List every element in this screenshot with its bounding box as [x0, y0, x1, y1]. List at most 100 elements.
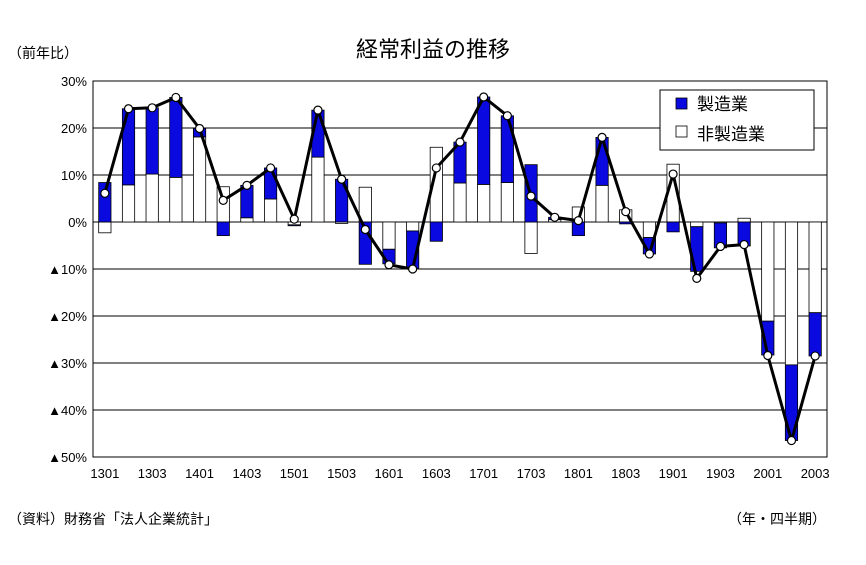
x-axis-label: （年・四半期） [728, 512, 826, 528]
bar-nonmanufacturing [121, 184, 136, 223]
legend-label-manufacturing: 製造業 [697, 95, 748, 115]
bar-nonmanufacturing [192, 136, 207, 223]
bar-manufacturing [666, 221, 680, 233]
y-tick-label: 10% [61, 168, 87, 183]
total-point [337, 174, 347, 184]
total-point [218, 195, 228, 205]
total-point [289, 214, 299, 224]
total-point [573, 215, 583, 226]
chart-title: 経常利益の推移 [356, 38, 510, 63]
total-point [550, 212, 560, 222]
total-point [242, 180, 252, 190]
total-point [408, 264, 418, 274]
x-tick-label: 1601 [375, 466, 404, 481]
bar-nonmanufacturing [98, 221, 112, 234]
total-point [621, 207, 631, 217]
x-tick-label: 1903 [706, 466, 735, 481]
total-point [810, 351, 820, 361]
bar-manufacturing [287, 224, 301, 227]
total-point [147, 103, 157, 113]
bar-nonmanufacturing [595, 184, 609, 223]
total-point [100, 188, 110, 198]
bar-nonmanufacturing [382, 221, 396, 250]
bar-manufacturing [477, 96, 491, 185]
x-tick-label: 2001 [753, 466, 782, 481]
y-tick-labels: 30% 20% 10% 0% ▲10% ▲20% ▲30% ▲40% ▲50% [48, 74, 87, 465]
total-point [526, 191, 536, 201]
total-point [597, 132, 607, 142]
total-point [360, 224, 370, 235]
y-axis-label: （前年比） [8, 45, 78, 62]
bar-nonmanufacturing [690, 221, 704, 228]
x-tick-label: 1803 [611, 466, 640, 481]
bar-nonmanufacturing [264, 198, 278, 223]
y-tick-label: ▲30% [48, 356, 87, 371]
total-point [313, 105, 323, 115]
total-point [786, 435, 797, 446]
source-note: （資料）財務省「法人企業統計」 [8, 511, 218, 528]
bar-nonmanufacturing [524, 221, 538, 254]
x-tick-labels: 1301 1303 1401 1403 1501 1503 1601 1603 1701 1703… [90, 466, 829, 481]
total-point [123, 104, 134, 114]
bar-manufacturing [169, 97, 183, 178]
x-tick-label: 1301 [90, 466, 119, 481]
bar-nonmanufacturing [311, 156, 325, 223]
bar-nonmanufacturing [737, 217, 751, 223]
bar-nonmanufacturing [500, 182, 514, 223]
legend: 製造業 非製造業 [659, 89, 815, 151]
y-tick-label: ▲40% [48, 403, 87, 418]
x-tick-label: 1403 [232, 466, 261, 481]
total-line [100, 92, 820, 446]
y-tick-label: ▲20% [48, 309, 87, 324]
y-tick-label: 30% [61, 74, 87, 89]
bar-manufacturing [808, 312, 822, 357]
total-point [455, 137, 465, 147]
total-point [194, 123, 205, 134]
bar-manufacturing [240, 184, 254, 219]
x-tick-label: 1501 [280, 466, 309, 481]
x-tick-label: 1401 [185, 466, 214, 481]
y-tick-label: 20% [61, 121, 87, 136]
x-tick-label: 2003 [801, 466, 830, 481]
x-tick-label: 1303 [138, 466, 167, 481]
total-point [739, 239, 749, 250]
total-point [692, 273, 702, 283]
y-tick-label: 0% [68, 215, 87, 230]
bar-manufacturing [595, 136, 609, 186]
x-tick-label: 1503 [327, 466, 356, 481]
total-point [644, 249, 655, 259]
x-tick-label: 1701 [469, 466, 498, 481]
total-point [431, 163, 441, 173]
bar-nonmanufacturing [240, 217, 254, 223]
x-tick-label: 1901 [659, 466, 688, 481]
y-tick-label: ▲50% [48, 450, 87, 465]
bar-nonmanufacturing [784, 221, 799, 366]
total-point [763, 350, 773, 361]
total-point [171, 92, 181, 103]
plot-area-frame [92, 80, 828, 458]
y-tick-label: ▲10% [48, 262, 87, 277]
bar-manufacturing [145, 107, 159, 175]
bar-nonmanufacturing [358, 186, 372, 223]
total-point [668, 169, 678, 179]
legend-swatch-manufacturing [675, 97, 688, 110]
bar-nonmanufacturing [477, 183, 491, 223]
x-tick-label: 1801 [564, 466, 593, 481]
x-tick-label: 1703 [517, 466, 546, 481]
bar-nonmanufacturing [761, 221, 775, 322]
bar-nonmanufacturing [808, 221, 822, 314]
bar-nonmanufacturing [453, 182, 467, 223]
total-point [502, 111, 512, 121]
legend-swatch-nonmanufacturing [675, 125, 688, 138]
bar-manufacturing [216, 221, 230, 237]
bar-nonmanufacturing [169, 176, 183, 223]
bar-nonmanufacturing [145, 173, 159, 223]
legend-label-nonmanufacturing: 非製造業 [697, 125, 765, 145]
total-point [479, 92, 489, 102]
total-point [265, 163, 276, 173]
bar-nonmanufacturing [406, 221, 420, 232]
x-tick-label: 1603 [422, 466, 451, 481]
bar-manufacturing [429, 221, 443, 242]
total-point [715, 241, 726, 252]
